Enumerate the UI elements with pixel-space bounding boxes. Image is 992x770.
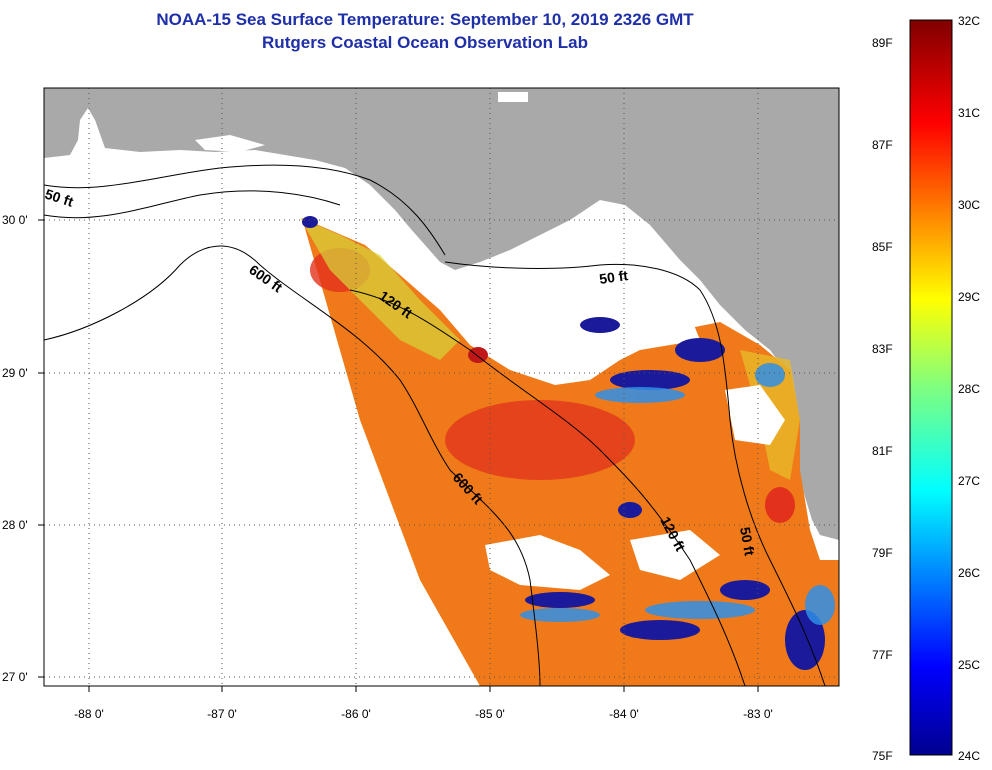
lat-label: 29 0': [2, 366, 28, 380]
cold-fringe: [302, 216, 825, 670]
fahrenheit-label: 85F: [872, 240, 893, 254]
celsius-label: 27C: [958, 474, 980, 488]
warm-core: [445, 400, 635, 480]
fahrenheit-label: 79F: [872, 546, 893, 560]
latitude-labels: 30 0' 29 0' 28 0' 27 0': [2, 213, 28, 684]
lon-label: -88 0': [74, 707, 104, 721]
fahrenheit-label: 77F: [872, 648, 893, 662]
warm-patch: [765, 487, 795, 523]
lat-label: 28 0': [2, 518, 28, 532]
fahrenheit-label: 81F: [872, 444, 893, 458]
bay: [80, 120, 105, 170]
lat-label: 27 0': [2, 670, 28, 684]
map-area: 50 ft 600 ft 120 ft 50 ft 600 ft 120 ft …: [44, 88, 839, 686]
map-subtitle: Rutgers Coastal Ocean Observation Lab: [262, 33, 588, 52]
colorbar-celsius-labels: 32C 31C 30C 29C 28C 27C 26C 25C 24C: [958, 14, 980, 763]
celsius-label: 25C: [958, 658, 980, 672]
lon-label: -86 0': [341, 707, 371, 721]
map-title: NOAA-15 Sea Surface Temperature: Septemb…: [156, 10, 694, 29]
lon-label: -84 0': [609, 707, 639, 721]
contour-label: 50 ft: [598, 267, 629, 287]
celsius-label: 30C: [958, 198, 980, 212]
lon-label: -85 0': [475, 707, 505, 721]
celsius-label: 29C: [958, 290, 980, 304]
fahrenheit-label: 75F: [872, 749, 893, 763]
warm-patch: [468, 347, 488, 363]
cloud-gap: [590, 300, 700, 350]
land-mass: [44, 88, 839, 540]
celsius-label: 24C: [958, 749, 980, 763]
celsius-label: 26C: [958, 566, 980, 580]
lon-label: -83 0': [743, 707, 773, 721]
contour-label: 50 ft: [737, 526, 758, 557]
fahrenheit-label: 87F: [872, 138, 893, 152]
map-frame: [43, 87, 840, 687]
cloud-gap: [630, 530, 720, 580]
fahrenheit-label: 83F: [872, 342, 893, 356]
cool-shelf-band: [300, 218, 460, 360]
colorbar-fahrenheit-labels: 89F 87F 85F 83F 81F 79F 77F 75F: [872, 36, 893, 763]
depth-contours: [44, 164, 826, 686]
longitude-labels: -88 0' -87 0' -86 0' -85 0' -84 0' -83 0…: [74, 707, 773, 721]
lon-label: -87 0': [207, 707, 237, 721]
celsius-label: 28C: [958, 382, 980, 396]
temperature-colorbar: [909, 19, 953, 756]
cloud-gap: [725, 385, 785, 445]
cool-fringe: [520, 363, 835, 625]
celsius-label: 31C: [958, 106, 980, 120]
axis-ticks: [38, 219, 759, 692]
fahrenheit-label: 89F: [872, 36, 893, 50]
celsius-label: 32C: [958, 14, 980, 28]
cloud-gap: [485, 535, 610, 590]
lake: [498, 92, 528, 102]
lat-label: 30 0': [2, 213, 28, 227]
bay: [195, 135, 265, 152]
